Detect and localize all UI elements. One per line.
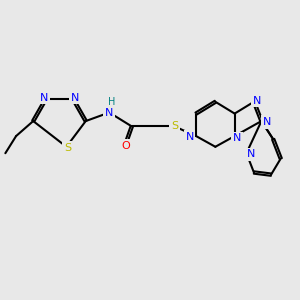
Text: H: H [108,97,115,107]
Text: N: N [71,92,79,103]
Text: N: N [105,107,113,118]
Text: N: N [247,149,255,159]
Text: N: N [232,133,241,143]
Text: N: N [262,117,271,127]
Text: S: S [171,122,178,131]
Text: N: N [185,132,194,142]
Text: N: N [253,96,261,106]
Text: S: S [64,143,71,153]
Text: N: N [40,92,48,103]
Text: O: O [121,141,130,151]
